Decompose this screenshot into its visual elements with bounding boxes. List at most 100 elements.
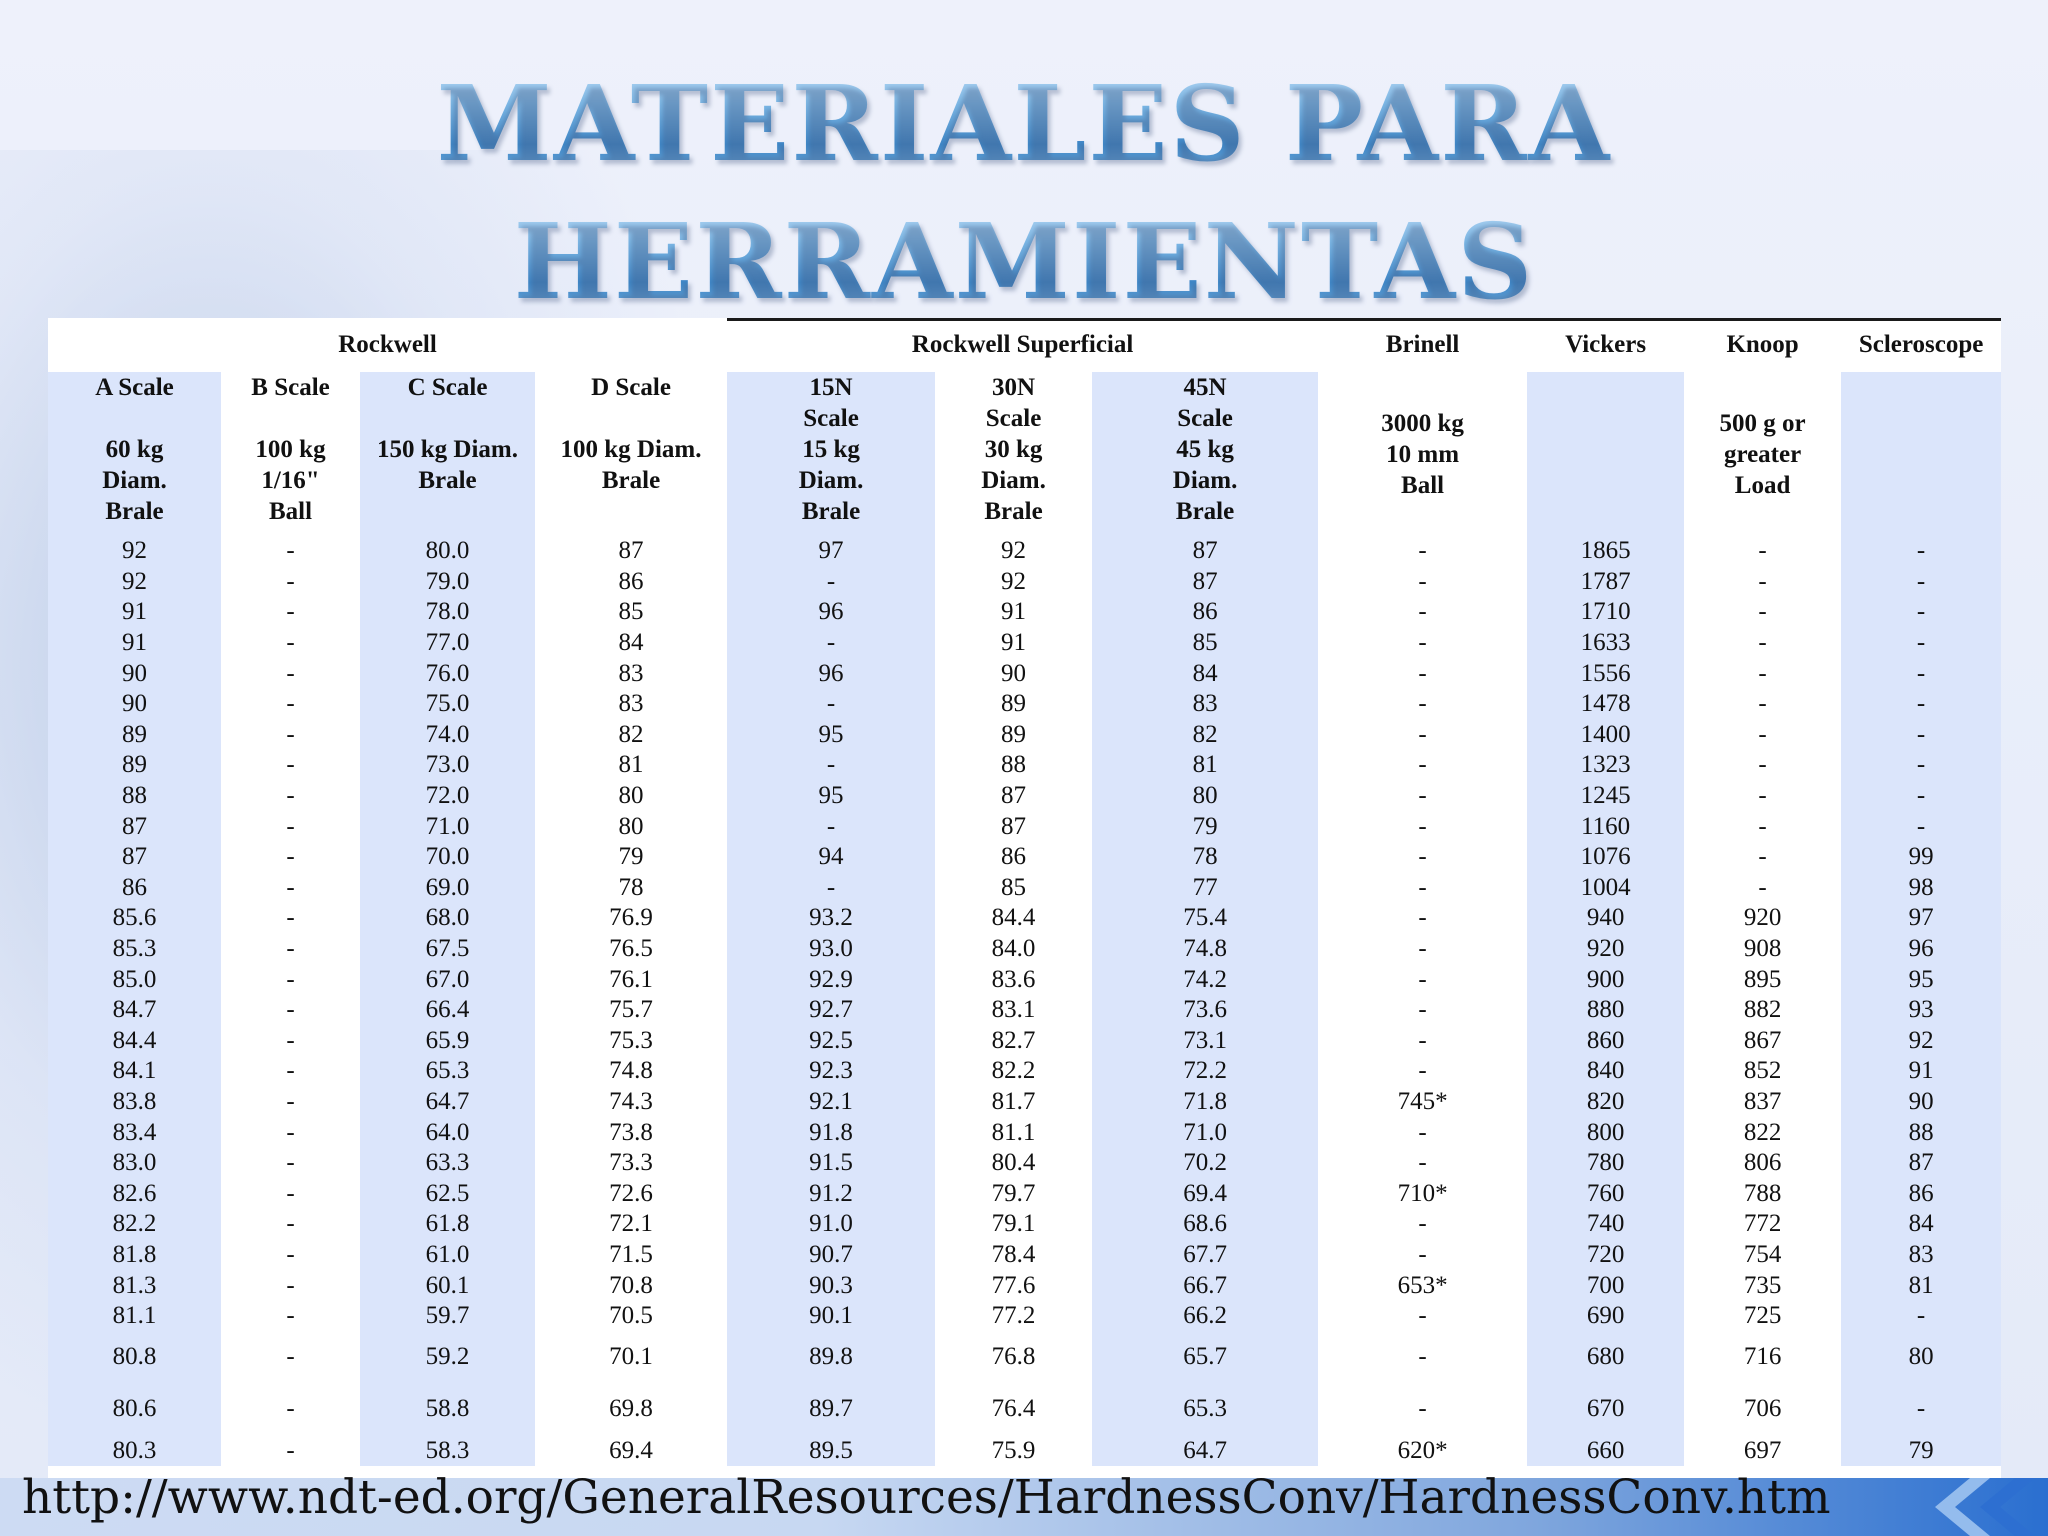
cell-a-scale: 81.1 bbox=[48, 1300, 221, 1332]
cell-vickers: 660 bbox=[1527, 1435, 1685, 1467]
cell-30n: 90 bbox=[1001, 659, 1027, 687]
cell-vickers: 1160 bbox=[1527, 811, 1685, 842]
cell-knoop: - bbox=[1758, 782, 1767, 810]
source-url[interactable]: http://www.ndt-ed.org/GeneralResources/H… bbox=[22, 1470, 1831, 1525]
cell-knoop: 837 bbox=[1743, 1087, 1782, 1115]
cell-vickers: 1478 bbox=[1527, 688, 1685, 720]
cell-scleroscope: 83 bbox=[1841, 1239, 2001, 1271]
cell-45n: 72.2 bbox=[1092, 1056, 1319, 1087]
cell-30n: 88 bbox=[1001, 751, 1027, 779]
cell-d-scale: 82 bbox=[618, 720, 644, 748]
cell-c-scale: 66.4 bbox=[360, 994, 535, 1026]
cell-c-scale: 76.0 bbox=[360, 658, 535, 689]
cell-brinell: 745* bbox=[1397, 1087, 1448, 1115]
cell-vickers: 1865 bbox=[1527, 536, 1685, 567]
cell-brinell: - bbox=[1418, 751, 1427, 779]
cell-d-scale: 83 bbox=[618, 659, 644, 687]
subheader-line: 500 g or bbox=[1719, 409, 1806, 437]
table-row: 82.6 - 62.5 72.6 91.2 79.7 69.4 710* 760 788 86 bbox=[48, 1178, 2001, 1210]
cell-a-scale: 88 bbox=[48, 780, 221, 812]
cell-knoop: 867 bbox=[1743, 1026, 1782, 1054]
cell-d-scale: 84 bbox=[618, 629, 644, 657]
cell-d-scale: 86 bbox=[618, 567, 644, 595]
table-row: 83.8 - 64.7 74.3 92.1 81.7 71.8 745* 820 837 90 bbox=[48, 1086, 2001, 1118]
cell-d-scale: 76.1 bbox=[609, 965, 653, 993]
subheader-line: D Scale bbox=[591, 374, 671, 401]
cell-45n: 66.7 bbox=[1092, 1270, 1319, 1301]
subheader-line: Diam. bbox=[102, 467, 167, 494]
chevron-left-icon bbox=[1935, 1478, 1990, 1536]
cell-brinell: 653* bbox=[1397, 1271, 1448, 1299]
subheader-line: 3000 kg bbox=[1381, 409, 1464, 437]
cell-brinell: - bbox=[1418, 567, 1427, 595]
cell-30n: 77.6 bbox=[991, 1271, 1036, 1299]
subheader-line: 100 kg Diam. bbox=[560, 436, 702, 463]
cell-knoop: - bbox=[1758, 567, 1767, 595]
cell-brinell: - bbox=[1418, 935, 1427, 963]
cell-45n: 65.7 bbox=[1092, 1331, 1319, 1384]
cell-scleroscope: - bbox=[1841, 536, 2001, 567]
group-rockwell: Rockwell bbox=[338, 331, 437, 358]
cell-c-scale: 80.0 bbox=[360, 536, 535, 567]
cell-knoop: 772 bbox=[1743, 1210, 1782, 1238]
cell-45n: 66.2 bbox=[1092, 1300, 1319, 1332]
cell-b-scale: - bbox=[286, 812, 295, 840]
table-row: 89 - 74.0 82 95 89 82 - 1400 - - bbox=[48, 719, 2001, 751]
cell-a-scale: 84.7 bbox=[48, 994, 221, 1026]
cell-c-scale: 70.0 bbox=[360, 841, 535, 873]
cell-45n: 85 bbox=[1092, 627, 1319, 659]
cell-c-scale: 69.0 bbox=[360, 872, 535, 904]
subheader-line: Scale bbox=[1177, 405, 1233, 432]
cell-c-scale: 59.2 bbox=[360, 1331, 535, 1384]
cell-scleroscope: 81 bbox=[1841, 1270, 2001, 1301]
cell-15n: 92.9 bbox=[727, 964, 936, 995]
cell-d-scale: 72.6 bbox=[609, 1179, 653, 1207]
cell-c-scale: 63.3 bbox=[360, 1147, 535, 1179]
cell-45n: 81 bbox=[1092, 750, 1319, 781]
cell-15n: 91.5 bbox=[727, 1147, 936, 1179]
cell-a-scale: 80.8 bbox=[48, 1331, 221, 1384]
cell-scleroscope: 84 bbox=[1841, 1209, 2001, 1240]
cell-b-scale: - bbox=[286, 873, 295, 901]
cell-d-scale: 70.5 bbox=[609, 1302, 653, 1330]
cell-brinell: - bbox=[1418, 812, 1427, 840]
cell-45n: 83 bbox=[1092, 688, 1319, 720]
cell-15n: 95 bbox=[727, 780, 936, 812]
cell-knoop: 725 bbox=[1743, 1302, 1782, 1330]
cell-d-scale: 69.4 bbox=[609, 1436, 653, 1464]
subheader-line: Brale bbox=[984, 498, 1043, 525]
cell-45n: 82 bbox=[1092, 719, 1319, 751]
cell-b-scale: - bbox=[286, 1118, 295, 1146]
cell-vickers: 1787 bbox=[1527, 566, 1685, 598]
subheader-line: Scale bbox=[803, 405, 859, 432]
cell-b-scale: - bbox=[286, 1026, 295, 1054]
cell-scleroscope: - bbox=[1841, 811, 2001, 842]
cell-30n: 79.1 bbox=[991, 1210, 1036, 1238]
cell-scleroscope: - bbox=[1841, 597, 2001, 628]
cell-brinell: - bbox=[1418, 996, 1427, 1024]
cell-knoop: 706 bbox=[1743, 1395, 1782, 1423]
subheader-line: 100 kg bbox=[255, 436, 326, 463]
subheader-line: 30 kg bbox=[984, 436, 1043, 463]
cell-knoop: - bbox=[1758, 873, 1767, 901]
cell-brinell: 710* bbox=[1397, 1179, 1448, 1207]
group-vickers: Vickers bbox=[1565, 331, 1647, 358]
cell-30n: 85 bbox=[1001, 873, 1027, 901]
cell-brinell: 620* bbox=[1397, 1436, 1448, 1464]
cell-scleroscope: 80 bbox=[1841, 1331, 2001, 1384]
cell-a-scale: 89 bbox=[48, 719, 221, 751]
cell-knoop: 882 bbox=[1743, 996, 1782, 1024]
cell-15n: 96 bbox=[727, 658, 936, 689]
cell-30n: 84.4 bbox=[991, 904, 1036, 932]
cell-a-scale: 87 bbox=[48, 811, 221, 842]
table-row: 91 - 78.0 85 96 91 86 - 1710 - - bbox=[48, 597, 2001, 628]
cell-a-scale: 90 bbox=[48, 658, 221, 689]
subheader-knoop: 500 g or greater Load bbox=[1684, 372, 1841, 536]
slide-title-line-1: MATERIALES PARA bbox=[0, 56, 2048, 192]
group-header-row: Rockwell Rockwell Superficial Brinell Vi… bbox=[48, 318, 2001, 372]
cell-knoop: 806 bbox=[1743, 1149, 1782, 1177]
cell-vickers: 900 bbox=[1527, 964, 1685, 995]
cell-d-scale: 75.3 bbox=[609, 1026, 653, 1054]
table-row: 84.1 - 65.3 74.8 92.3 82.2 72.2 - 840 852 91 bbox=[48, 1056, 2001, 1087]
table-row: 85.6 - 68.0 76.9 93.2 84.4 75.4 - 940 920 97 bbox=[48, 903, 2001, 934]
